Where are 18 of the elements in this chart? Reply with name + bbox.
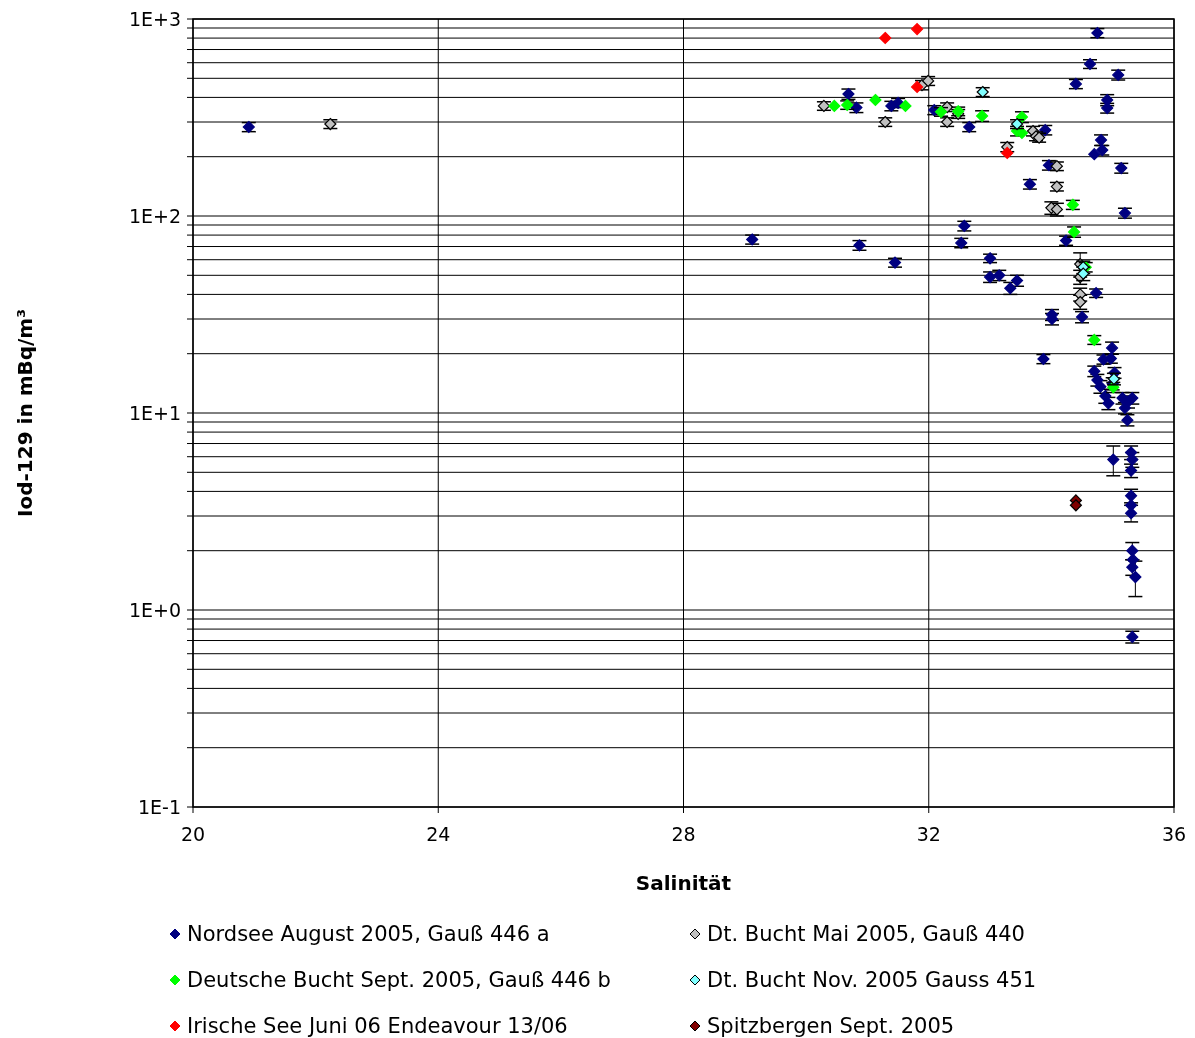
legend-label: Spitzbergen Sept. 2005: [707, 1014, 955, 1038]
x-tick-label: 20: [180, 823, 206, 845]
legend-label: Deutsche Bucht Sept. 2005, Gauß 446 b: [187, 968, 611, 993]
x-axis-title: Salinität: [635, 871, 732, 895]
x-tick-label: 28: [671, 823, 696, 845]
y-axis-title: Iod-129 in mBq/m³: [13, 309, 37, 517]
x-tick-label: 32: [916, 823, 941, 845]
x-tick-label: 24: [426, 823, 451, 845]
legend-label: Irische See Juni 06 Endeavour 13/06: [187, 1014, 568, 1038]
legend-label: Dt. Bucht Mai 2005, Gauß 440: [707, 922, 1025, 947]
x-tick-label: 36: [1161, 823, 1187, 845]
legend-label: Dt. Bucht Nov. 2005 Gauss 451: [707, 968, 1037, 993]
legend-label: Nordsee August 2005, Gauß 446 a: [187, 922, 550, 947]
y-tick-label: 1E+0: [128, 598, 181, 621]
y-tick-label: 1E-1: [137, 795, 181, 818]
y-tick-label: 1E+3: [128, 7, 181, 30]
y-tick-label: 1E+2: [128, 204, 181, 227]
y-tick-label: 1E+1: [128, 401, 181, 424]
